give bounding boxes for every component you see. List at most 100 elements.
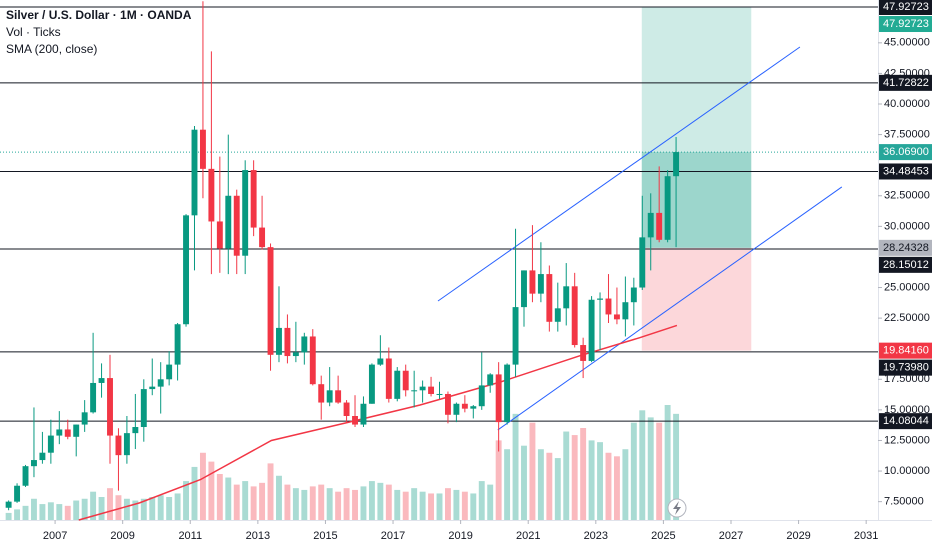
y-tick-label: 7.50000 — [884, 496, 924, 508]
volume-bar — [250, 486, 257, 520]
candle-body — [639, 237, 646, 288]
candle-body — [605, 298, 612, 315]
channel-line — [497, 186, 843, 431]
candle-body — [580, 345, 587, 361]
volume-bar — [309, 486, 316, 520]
volume-bar — [39, 504, 46, 520]
candle-body — [487, 374, 494, 386]
candle-body — [250, 170, 257, 228]
candle-body — [276, 327, 282, 355]
candle-body — [343, 402, 350, 416]
y-tick-label: 30.00000 — [884, 220, 930, 232]
volume-bar — [461, 491, 468, 520]
price-tag — [879, 342, 932, 359]
candle-body — [419, 386, 426, 391]
volume-bar — [5, 512, 12, 520]
volume-bar — [647, 417, 654, 520]
channel-line — [437, 46, 801, 302]
indicator-label: Vol · Ticks — [6, 25, 61, 39]
candle-body — [98, 378, 105, 383]
volume-bar — [301, 489, 308, 520]
volume-bar — [360, 486, 367, 520]
price-tag — [879, 74, 932, 91]
candle-body — [622, 302, 629, 320]
volume-bar — [597, 442, 603, 520]
volume-bar — [580, 428, 587, 520]
volume-bar — [673, 413, 680, 520]
candle-body — [495, 374, 502, 423]
volume-bar — [639, 410, 646, 520]
indicator-label: SMA (200, close) — [6, 42, 97, 56]
x-tick-label: 2013 — [246, 530, 270, 542]
volume-bar — [495, 440, 502, 520]
candle-body — [284, 327, 291, 357]
volume-bar — [504, 449, 511, 520]
candle-body — [140, 389, 147, 428]
candle-body — [377, 358, 384, 365]
volume-bar — [546, 452, 553, 520]
volume-bar — [191, 466, 198, 520]
volume-bar — [259, 482, 266, 520]
volume-bar — [394, 489, 401, 520]
price-tag-label: 36.06900 — [883, 146, 929, 158]
price-tag — [879, 16, 932, 33]
candle-body — [309, 336, 316, 385]
candle-body — [166, 364, 173, 380]
volume-bar — [73, 500, 80, 520]
volume-bar — [123, 498, 130, 520]
candle-body — [191, 129, 198, 216]
volume-bar — [98, 497, 105, 520]
volume-bar — [487, 484, 494, 520]
profit-zone — [641, 7, 752, 248]
candle-body — [64, 429, 71, 437]
plot — [0, 1, 878, 521]
volume-bar — [453, 489, 460, 520]
candle-body — [402, 370, 409, 391]
volume-bar — [368, 481, 375, 520]
volume-bar — [613, 456, 620, 520]
volume-bar — [90, 491, 97, 520]
candle-body — [259, 227, 266, 248]
candle-body — [39, 452, 46, 461]
volume-bar — [630, 422, 637, 520]
candle-body — [368, 364, 375, 404]
y-tick-label: 12.50000 — [884, 434, 930, 446]
y-tick-label: 40.00000 — [884, 98, 930, 110]
price-tag-label: 14.08044 — [883, 415, 929, 427]
candle-body — [208, 168, 215, 222]
candle-body — [529, 270, 536, 294]
candle-body — [90, 382, 97, 413]
volume-bar — [343, 488, 350, 520]
volume-bar — [326, 488, 333, 520]
candle-body — [81, 412, 88, 425]
volume-bar — [402, 491, 409, 520]
price-tag-label: 28.24328 — [883, 242, 929, 254]
y-tick-label: 10.00000 — [884, 465, 930, 477]
volume-bar — [529, 422, 536, 520]
price-tag-label: 19.73980 — [883, 362, 929, 374]
x-tick-label: 2027 — [719, 530, 743, 542]
volume-bar — [81, 498, 88, 520]
volume-bar — [385, 484, 392, 520]
candle-body — [630, 287, 637, 303]
volume-bar — [512, 413, 519, 520]
candle-body — [352, 416, 358, 425]
sma-line — [78, 324, 678, 521]
price-tag — [879, 163, 932, 180]
candle-body — [157, 379, 164, 387]
candle-body — [394, 370, 401, 399]
candle-body — [335, 390, 342, 403]
candle-body — [673, 152, 680, 177]
volume-bar — [563, 431, 570, 520]
price-tag — [879, 239, 932, 256]
candle-body — [292, 352, 299, 357]
candle-body — [216, 221, 223, 249]
volume-bar — [318, 484, 325, 520]
volume-bar — [174, 493, 181, 520]
volume-bar — [233, 484, 240, 520]
volume-bar — [140, 498, 147, 520]
candle-body — [512, 307, 519, 365]
candle-body — [326, 390, 333, 403]
x-tick-label: 2017 — [381, 530, 405, 542]
